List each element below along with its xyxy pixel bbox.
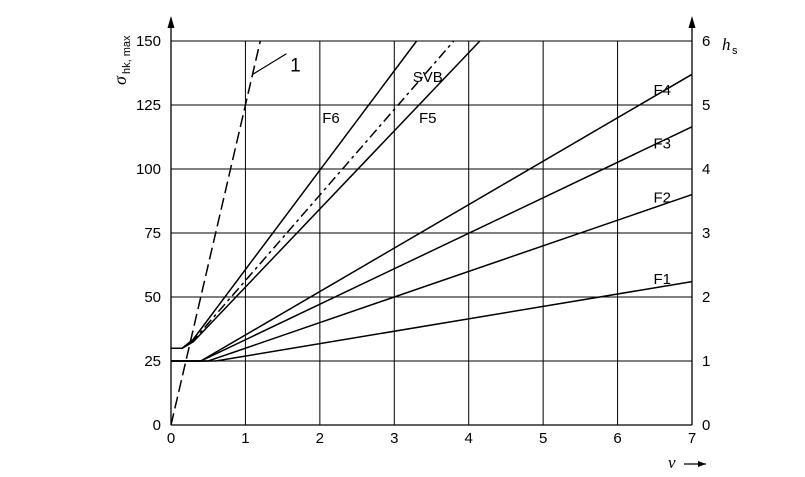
y-left-tick-label: 125	[136, 97, 161, 114]
y-left-tick-label: 50	[144, 289, 161, 306]
x-axis-title: v	[668, 453, 706, 472]
series-label-f5: F5	[419, 110, 437, 127]
series-label-f1: F1	[653, 271, 671, 288]
y-right-tick-label: 4	[702, 161, 710, 178]
series-label-f4: F4	[653, 82, 671, 99]
y-right-tick-label: 3	[702, 225, 710, 242]
svg-text:s: s	[732, 45, 738, 57]
y-right-tick-label: 5	[702, 97, 710, 114]
y-right-tick-label: 2	[702, 289, 710, 306]
x-tick-label: 3	[390, 430, 398, 447]
series-label-f2: F2	[653, 189, 671, 206]
y-right-tick-label: 6	[702, 33, 710, 50]
svg-text:v: v	[668, 453, 676, 472]
series-line-f5	[171, 40, 481, 349]
x-tick-label: 7	[688, 430, 696, 447]
x-tick-label: 5	[539, 430, 547, 447]
x-tick-label: 2	[316, 430, 324, 447]
y-left-tick-label: 100	[136, 161, 161, 178]
series-line-f3	[171, 126, 693, 362]
svg-text:hk, max: hk, max	[121, 35, 133, 74]
series-line-f2	[171, 193, 693, 362]
x-tick-label: 4	[465, 430, 473, 447]
axes	[167, 16, 696, 426]
y-left-tick-label: 75	[144, 225, 161, 242]
series-line-svb	[171, 40, 455, 349]
x-tick-label: 6	[613, 430, 621, 447]
x-tick-label: 1	[241, 430, 249, 447]
y-axis-right-title: h s	[722, 35, 738, 57]
series-label-svb: SVB	[413, 69, 443, 86]
series-1-leader-line	[252, 53, 287, 75]
y-left-tick-label: 150	[136, 33, 161, 50]
grid	[171, 40, 692, 425]
series-lines	[170, 40, 693, 426]
y-left-tick-label: 0	[153, 417, 161, 434]
y-left-tick-label: 25	[144, 353, 161, 370]
y-right-tick-label: 0	[702, 417, 710, 434]
svg-text:h: h	[722, 35, 731, 54]
y-axis-left-title: σ hk, max	[110, 35, 133, 85]
series-label-f3: F3	[653, 136, 671, 153]
series-label-f6: F6	[322, 110, 340, 127]
svg-text:σ: σ	[110, 75, 130, 85]
y-right-tick-label: 1	[702, 353, 710, 370]
series-labels: F6 SVB F5 F4 F3 F2 F1 1	[252, 53, 671, 288]
y-axis-right-arrowhead	[688, 16, 696, 28]
series-line-f1	[171, 280, 693, 362]
x-tick-label: 0	[167, 430, 175, 447]
x-axis-arrowhead	[698, 461, 706, 467]
series-label-1: 1	[290, 56, 301, 77]
y-axis-left-arrowhead	[167, 16, 175, 28]
series-line-1	[170, 40, 262, 426]
